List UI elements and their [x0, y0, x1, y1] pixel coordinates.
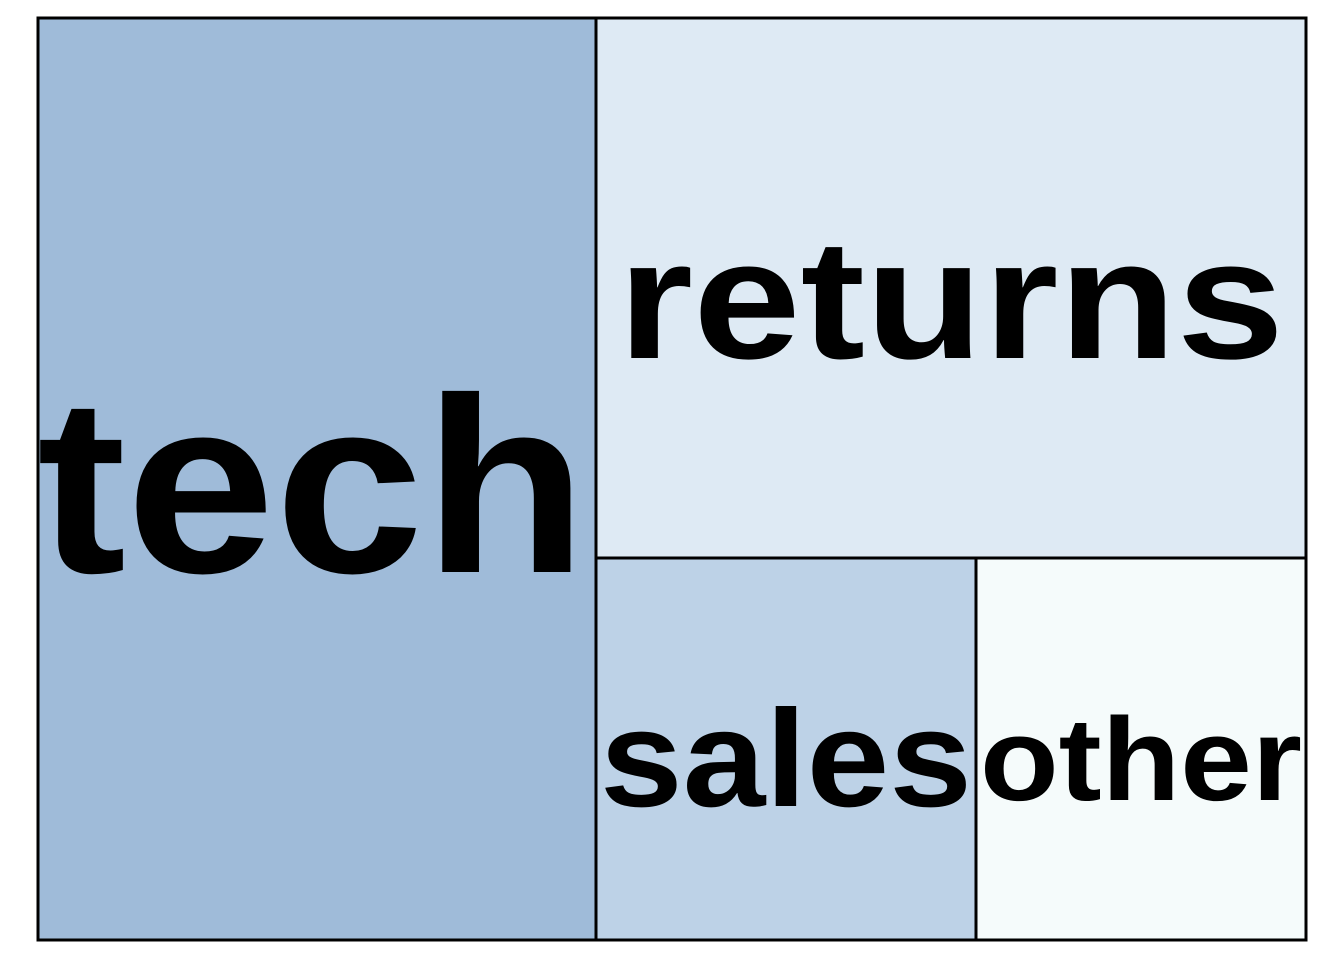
treemap-label-sales: sales — [600, 682, 972, 836]
treemap-cell-tech — [36, 16, 598, 942]
treemap-cell-sales — [594, 556, 978, 942]
treemap-cell-other — [974, 556, 1308, 942]
treemap-frame — [36, 16, 1308, 942]
treemap-label-tech: tech — [37, 346, 587, 625]
treemap-cell-returns — [594, 16, 1308, 560]
treemap-label-returns: returns — [618, 205, 1284, 395]
treemap-label-other: other — [980, 694, 1302, 826]
